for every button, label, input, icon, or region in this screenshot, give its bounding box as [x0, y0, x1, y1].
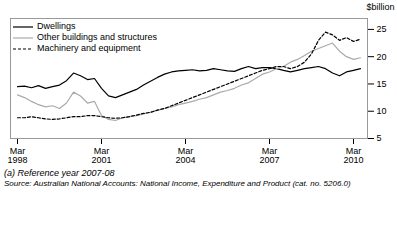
svg-text:$billion: $billion [366, 2, 394, 12]
svg-text:10: 10 [377, 106, 387, 116]
svg-text:20: 20 [377, 52, 387, 62]
html-text:Machinery and equipment: Machinery and equipment [37, 43, 141, 53]
html-text:Other buildings and structures: Other buildings and structures [37, 32, 158, 42]
svg-text:25: 25 [377, 24, 387, 34]
svg-text:5: 5 [377, 133, 382, 143]
svg-text:Mar1998: Mar1998 [7, 146, 27, 165]
html-text:Source: Australian National Ac: Source: Australian National Accounts: Na… [4, 179, 351, 188]
html-text:Dwellings: Dwellings [37, 21, 76, 31]
svg-text:15: 15 [377, 79, 387, 89]
svg-text:Mar2001: Mar2001 [91, 146, 111, 165]
svg-text:Mar2010: Mar2010 [343, 146, 363, 165]
svg-text:Mar2007: Mar2007 [259, 146, 279, 165]
svg-text:Mar2004: Mar2004 [175, 146, 195, 165]
html-text:(a) Reference year 2007-08: (a) Reference year 2007-08 [4, 168, 115, 178]
